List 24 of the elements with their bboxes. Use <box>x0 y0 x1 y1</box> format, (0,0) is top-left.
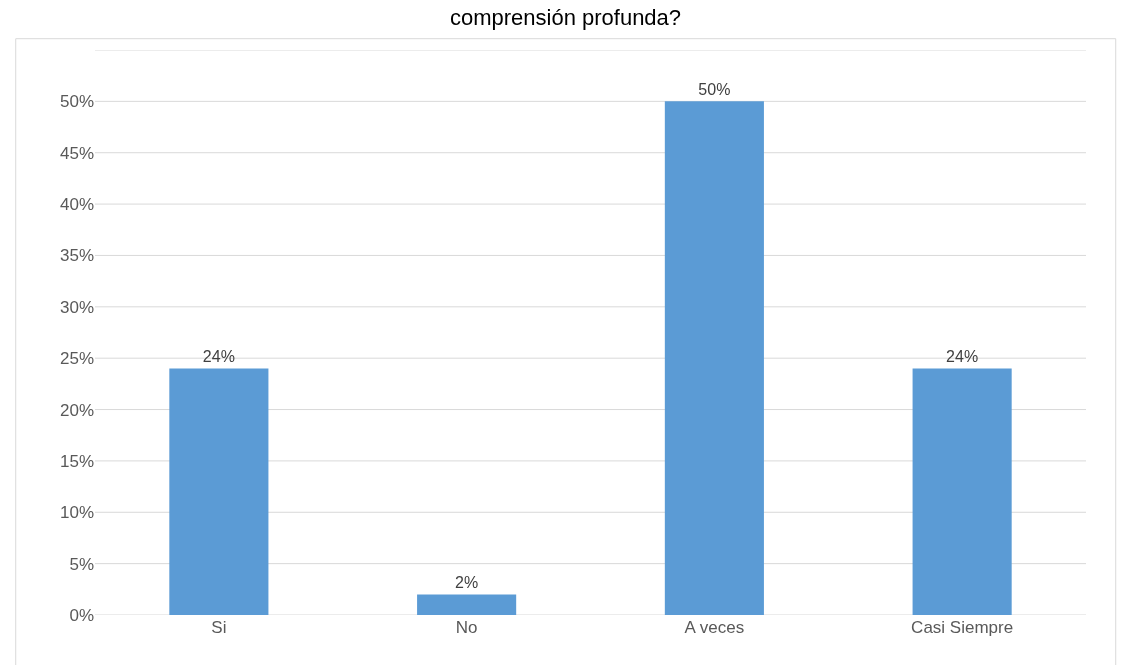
x-tick-label: Casi Siempre <box>911 618 1014 637</box>
y-tick-label: 5% <box>69 554 94 574</box>
x-tick-label: Si <box>211 618 227 637</box>
x-tick-label: A veces <box>684 618 745 637</box>
bar <box>664 101 764 615</box>
bar <box>912 368 1012 615</box>
y-tick-label: 15% <box>59 451 94 471</box>
data-label: 24% <box>202 348 235 366</box>
bar <box>169 368 269 615</box>
bar <box>417 594 517 615</box>
y-tick-label: 45% <box>59 143 94 163</box>
y-tick-label: 10% <box>59 503 94 523</box>
x-tick-label: No <box>455 618 478 637</box>
y-tick-label: 50% <box>59 92 94 112</box>
y-tick-label: 20% <box>59 400 94 420</box>
y-tick-label: 25% <box>59 349 94 369</box>
y-tick-label: 40% <box>59 195 94 215</box>
y-tick-label: 0% <box>69 605 94 625</box>
data-label: 24% <box>946 348 979 366</box>
y-tick-label: 30% <box>59 297 94 317</box>
data-label: 2% <box>455 574 479 592</box>
chart-title: comprensión profunda? <box>449 5 682 31</box>
data-label: 50% <box>698 81 731 99</box>
y-tick-label: 35% <box>59 246 94 266</box>
